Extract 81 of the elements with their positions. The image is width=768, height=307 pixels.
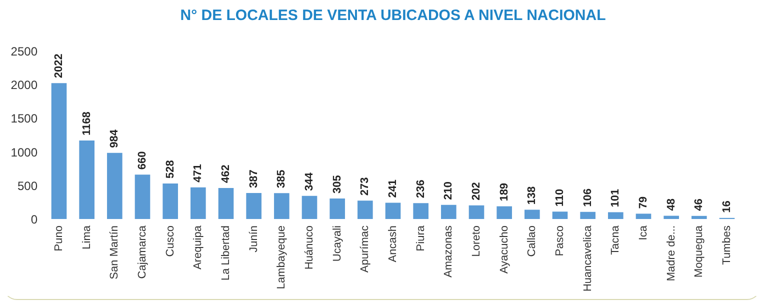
y-tick-label: 500 (17, 178, 38, 193)
x-tick-label: Amazonas (442, 225, 455, 278)
bar (385, 202, 401, 219)
data-label: 110 (554, 188, 566, 207)
data-label: 16 (720, 200, 733, 213)
data-label: 305 (331, 175, 344, 194)
bar (441, 204, 456, 219)
y-tick-label: 1000 (10, 145, 38, 160)
bar (413, 203, 428, 219)
bar (664, 216, 679, 219)
x-tick-label: Huancavelica (582, 224, 594, 292)
data-label: 344 (304, 172, 316, 191)
x-tick-label: Ucayali (331, 226, 344, 262)
x-tick-label: Lima (80, 224, 93, 250)
data-label: 471 (192, 164, 204, 182)
y-tick-label: 2500 (10, 44, 38, 58)
bar (636, 214, 652, 219)
x-tick-label: San Martín (108, 226, 121, 280)
x-tick-label: Junín (248, 226, 260, 252)
bar (134, 174, 150, 219)
x-tick-label: Ayacucho (498, 226, 510, 274)
data-label: 273 (359, 177, 372, 196)
x-tick-label: Madre de... (665, 226, 678, 282)
data-label: 387 (248, 170, 260, 188)
x-tick-label: Loreto (470, 226, 482, 257)
data-label: 189 (498, 182, 510, 202)
bar (218, 188, 234, 219)
x-tick-label: Arequipa (192, 224, 204, 270)
bar (468, 205, 484, 219)
x-tick-label: Piura (414, 224, 427, 252)
bar (51, 83, 67, 219)
y-tick-label: 1500 (10, 112, 38, 126)
data-label: 1168 (80, 112, 93, 136)
x-tick-label: Callao (526, 226, 538, 257)
x-tick-label: Cajamarca (136, 224, 149, 279)
data-label: 79 (637, 196, 650, 209)
bar (162, 184, 178, 219)
data-label: 2022 (53, 54, 66, 78)
chart-title: N° DE LOCALES DE VENTA UBICADOS A NIVEL NACIONAL (180, 7, 606, 24)
data-label: 106 (582, 188, 594, 207)
data-label: 46 (693, 198, 706, 211)
y-tick-label: 2000 (10, 78, 38, 92)
data-label: 241 (387, 179, 399, 198)
bar (190, 187, 206, 219)
x-tick-label: Ancash (387, 226, 399, 262)
data-label: 210 (442, 182, 455, 200)
x-tick-label: Lambayeque (276, 226, 288, 290)
bar (692, 216, 707, 219)
bar (552, 212, 568, 219)
x-tick-label: Cusco (164, 226, 176, 257)
bar (524, 210, 540, 219)
x-tick-label: Moquegua (693, 224, 706, 278)
x-tick-label: Puno (53, 226, 66, 252)
bar (496, 206, 512, 219)
data-label: 462 (220, 164, 232, 183)
data-label: 385 (276, 170, 288, 188)
y-tick-label: 0 (30, 212, 38, 226)
bar (580, 212, 596, 219)
data-label: 202 (470, 182, 482, 200)
bar (274, 193, 290, 219)
x-tick-label: La Libertad (220, 226, 232, 281)
data-label: 660 (136, 151, 149, 170)
data-label: 984 (108, 128, 121, 148)
bar (246, 192, 262, 219)
x-tick-label: Ica (637, 224, 650, 240)
bar (608, 212, 624, 219)
data-label: 528 (164, 160, 176, 179)
x-tick-label: Tumbes (720, 225, 733, 265)
data-label: 48 (665, 198, 678, 211)
x-tick-label: Apurímac (359, 225, 372, 273)
x-tick-label: Huánuco (304, 226, 316, 270)
x-tick-label: Tacna (610, 224, 622, 255)
bar (79, 140, 94, 219)
bar (358, 200, 373, 219)
bar (330, 198, 345, 219)
data-label: 101 (610, 188, 622, 208)
bar (107, 152, 122, 219)
x-tick-label: Pasco (554, 226, 566, 256)
data-label: 138 (526, 186, 538, 205)
bar (302, 196, 318, 219)
data-label: 236 (414, 180, 427, 198)
